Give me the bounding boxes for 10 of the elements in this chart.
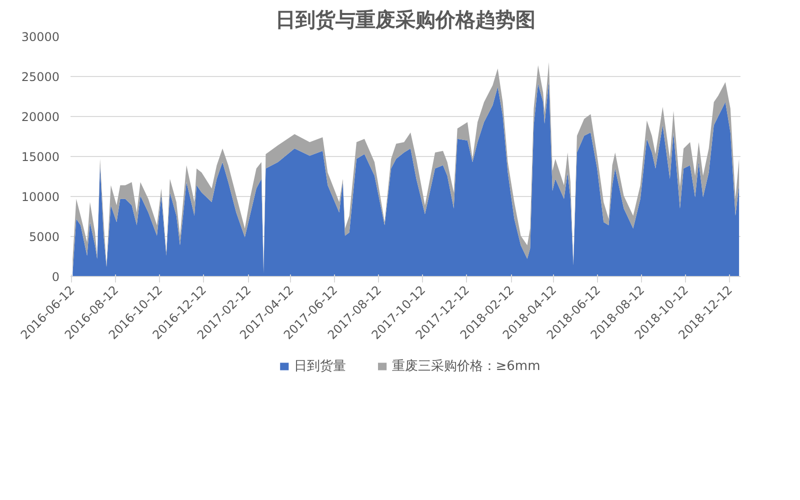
legend-label: 重废三采购价格：≥6mm xyxy=(392,359,540,374)
y-tick-label: 30000 xyxy=(21,30,60,44)
y-tick-label: 5000 xyxy=(28,230,60,244)
y-tick-label: 25000 xyxy=(21,70,60,84)
chart-title: 日到货与重废采购价格趋势图 xyxy=(276,8,536,32)
y-tick-label: 10000 xyxy=(21,190,60,204)
legend-label: 日到货量 xyxy=(294,359,346,374)
y-tick-label: 15000 xyxy=(21,150,60,164)
y-tick-label: 20000 xyxy=(21,110,60,124)
y-tick-label: 0 xyxy=(52,270,60,284)
